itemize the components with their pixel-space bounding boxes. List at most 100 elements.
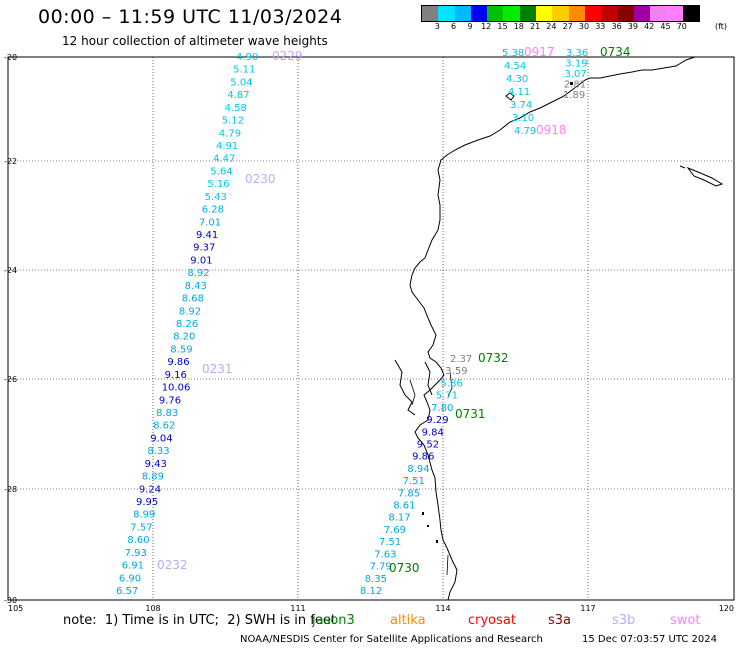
latitude-label: -28 bbox=[4, 485, 17, 494]
wave-height-value: 5.16 bbox=[207, 179, 229, 190]
legend-unit: (ft) bbox=[715, 22, 728, 31]
legend-label: 12 bbox=[481, 22, 492, 31]
longitude-labels: 105 108 111 114 117 120 bbox=[8, 604, 734, 613]
wave-height-value: 9.52 bbox=[417, 440, 439, 451]
longitude-label: 105 bbox=[8, 604, 23, 613]
legend-swatch bbox=[650, 6, 667, 21]
wave-height-value: 10.06 bbox=[162, 383, 191, 394]
track-time-label: 0230 bbox=[245, 172, 276, 186]
latitude-label: -20 bbox=[4, 53, 17, 62]
legend-label: 39 bbox=[627, 22, 638, 31]
track-time-label: 0734 bbox=[600, 45, 631, 59]
wave-height-value: 8.26 bbox=[176, 319, 198, 330]
wave-height-value: 8.83 bbox=[156, 408, 178, 419]
latitude-label: -22 bbox=[4, 157, 17, 166]
legend-label: 30 bbox=[578, 22, 590, 31]
legend-swatch bbox=[617, 6, 634, 21]
wave-height-value: 9.24 bbox=[139, 484, 161, 495]
wave-height-value: 9.95 bbox=[136, 497, 158, 508]
track-time-label: 0917 bbox=[524, 45, 555, 59]
island bbox=[686, 166, 724, 187]
wave-height-value: 5.11 bbox=[233, 65, 255, 76]
legend-label: 45 bbox=[660, 22, 671, 31]
wave-height-value: 9.37 bbox=[193, 243, 215, 254]
wave-height-value: 5.12 bbox=[222, 116, 244, 127]
wave-height-value: 6.91 bbox=[122, 561, 144, 572]
wave-height-value: 3.10 bbox=[512, 113, 534, 124]
track-time-label: 0231 bbox=[202, 362, 233, 376]
wave-height-value: 7.79 bbox=[370, 562, 392, 573]
wave-height-value: 3.36 bbox=[566, 48, 588, 59]
wave-height-value: 1.89 bbox=[563, 90, 585, 101]
wave-height-value: 4.79 bbox=[219, 128, 241, 139]
wave-height-value: 7.01 bbox=[199, 217, 221, 228]
longitude-label: 108 bbox=[145, 604, 160, 613]
legend-swatch bbox=[552, 6, 569, 21]
wave-height-value: 7.63 bbox=[374, 549, 396, 560]
legend-label: 21 bbox=[530, 22, 541, 31]
footnote: note: 1) Time is in UTC; 2) SWH is in fe… bbox=[63, 613, 336, 628]
wave-height-value: 5.71 bbox=[436, 391, 458, 402]
longitude-label: 114 bbox=[435, 604, 450, 613]
wave-height-value: 7.51 bbox=[379, 537, 401, 548]
track-time-label: 0730 bbox=[389, 561, 420, 575]
wave-height-value: 6.28 bbox=[202, 205, 224, 216]
wave-height-value: 5.04 bbox=[230, 77, 252, 88]
longitude-label: 120 bbox=[719, 604, 734, 613]
legend-label: 33 bbox=[595, 22, 606, 31]
legend-swatch bbox=[682, 6, 700, 21]
wave-height-value: 3.07 bbox=[565, 69, 587, 80]
legend-swatch bbox=[454, 6, 471, 21]
wave-height-value: 8.92 bbox=[187, 268, 209, 279]
wave-height-value: 9.76 bbox=[159, 395, 181, 406]
wave-height-value: 7.69 bbox=[384, 525, 406, 536]
wave-height-value: 9.86 bbox=[412, 452, 434, 463]
latitude-label: -24 bbox=[4, 266, 17, 275]
wave-height-value: 5.43 bbox=[205, 192, 227, 203]
wave-height-value: 7.80 bbox=[431, 403, 453, 414]
wave-height-value: 4.54 bbox=[504, 61, 526, 72]
wave-height-value: 8.68 bbox=[182, 294, 204, 305]
wave-height-value: 2.37 bbox=[450, 354, 472, 365]
wave-height-value: 3.59 bbox=[445, 366, 467, 377]
legend-swatch bbox=[601, 6, 618, 21]
wave-height-value: 8.17 bbox=[388, 513, 410, 524]
legend-swatch bbox=[568, 6, 585, 21]
legend-label: 9 bbox=[467, 22, 473, 31]
legend-label: 3 bbox=[434, 22, 440, 31]
wave-height-value: 8.94 bbox=[407, 464, 429, 475]
legend-swatch bbox=[422, 6, 439, 21]
legend-swatch bbox=[438, 6, 455, 21]
wave-height-value: 8.33 bbox=[147, 446, 169, 457]
wave-height-value: 8.62 bbox=[153, 421, 175, 432]
wave-height-value: 9.29 bbox=[426, 415, 448, 426]
legend-label: 6 bbox=[451, 22, 457, 31]
wave-height-value: 4.30 bbox=[506, 74, 528, 85]
track-time-label: 0232 bbox=[157, 558, 188, 572]
satellite-altika: altika bbox=[390, 613, 426, 628]
latitude-label: -30 bbox=[4, 596, 17, 605]
legend-swatch bbox=[503, 6, 520, 21]
satellite-jason3: jason3 bbox=[312, 613, 355, 628]
track-time-label: 0918 bbox=[536, 123, 567, 137]
satellite-s3b: s3b bbox=[612, 613, 636, 628]
satellite-s3a: s3a bbox=[548, 613, 572, 628]
wave-height-value: 5.86 bbox=[441, 378, 463, 389]
wave-height-value: 4.91 bbox=[216, 141, 238, 152]
wave-height-value: 3.74 bbox=[510, 100, 532, 111]
legend-swatch bbox=[470, 6, 488, 21]
altimeter-tracks: 4.905.115.044.874.585.124.794.914.475.64… bbox=[116, 45, 631, 597]
wave-height-value: 9.41 bbox=[196, 230, 218, 241]
track-time-label: 0731 bbox=[455, 407, 486, 421]
wave-height-value: 8.35 bbox=[365, 574, 387, 585]
satellite-cryosat: cryosat bbox=[468, 613, 516, 628]
coastline-western-australia bbox=[409, 56, 696, 601]
track-time-label: 0229 bbox=[272, 49, 303, 63]
wave-height-value: 5.38 bbox=[502, 48, 524, 59]
wave-height-value: 8.59 bbox=[170, 344, 192, 355]
wave-height-value: 8.12 bbox=[360, 586, 382, 597]
wave-height-value: 6.90 bbox=[119, 573, 141, 584]
wave-height-value: 9.84 bbox=[422, 427, 444, 438]
wave-height-value: 9.16 bbox=[165, 370, 187, 381]
